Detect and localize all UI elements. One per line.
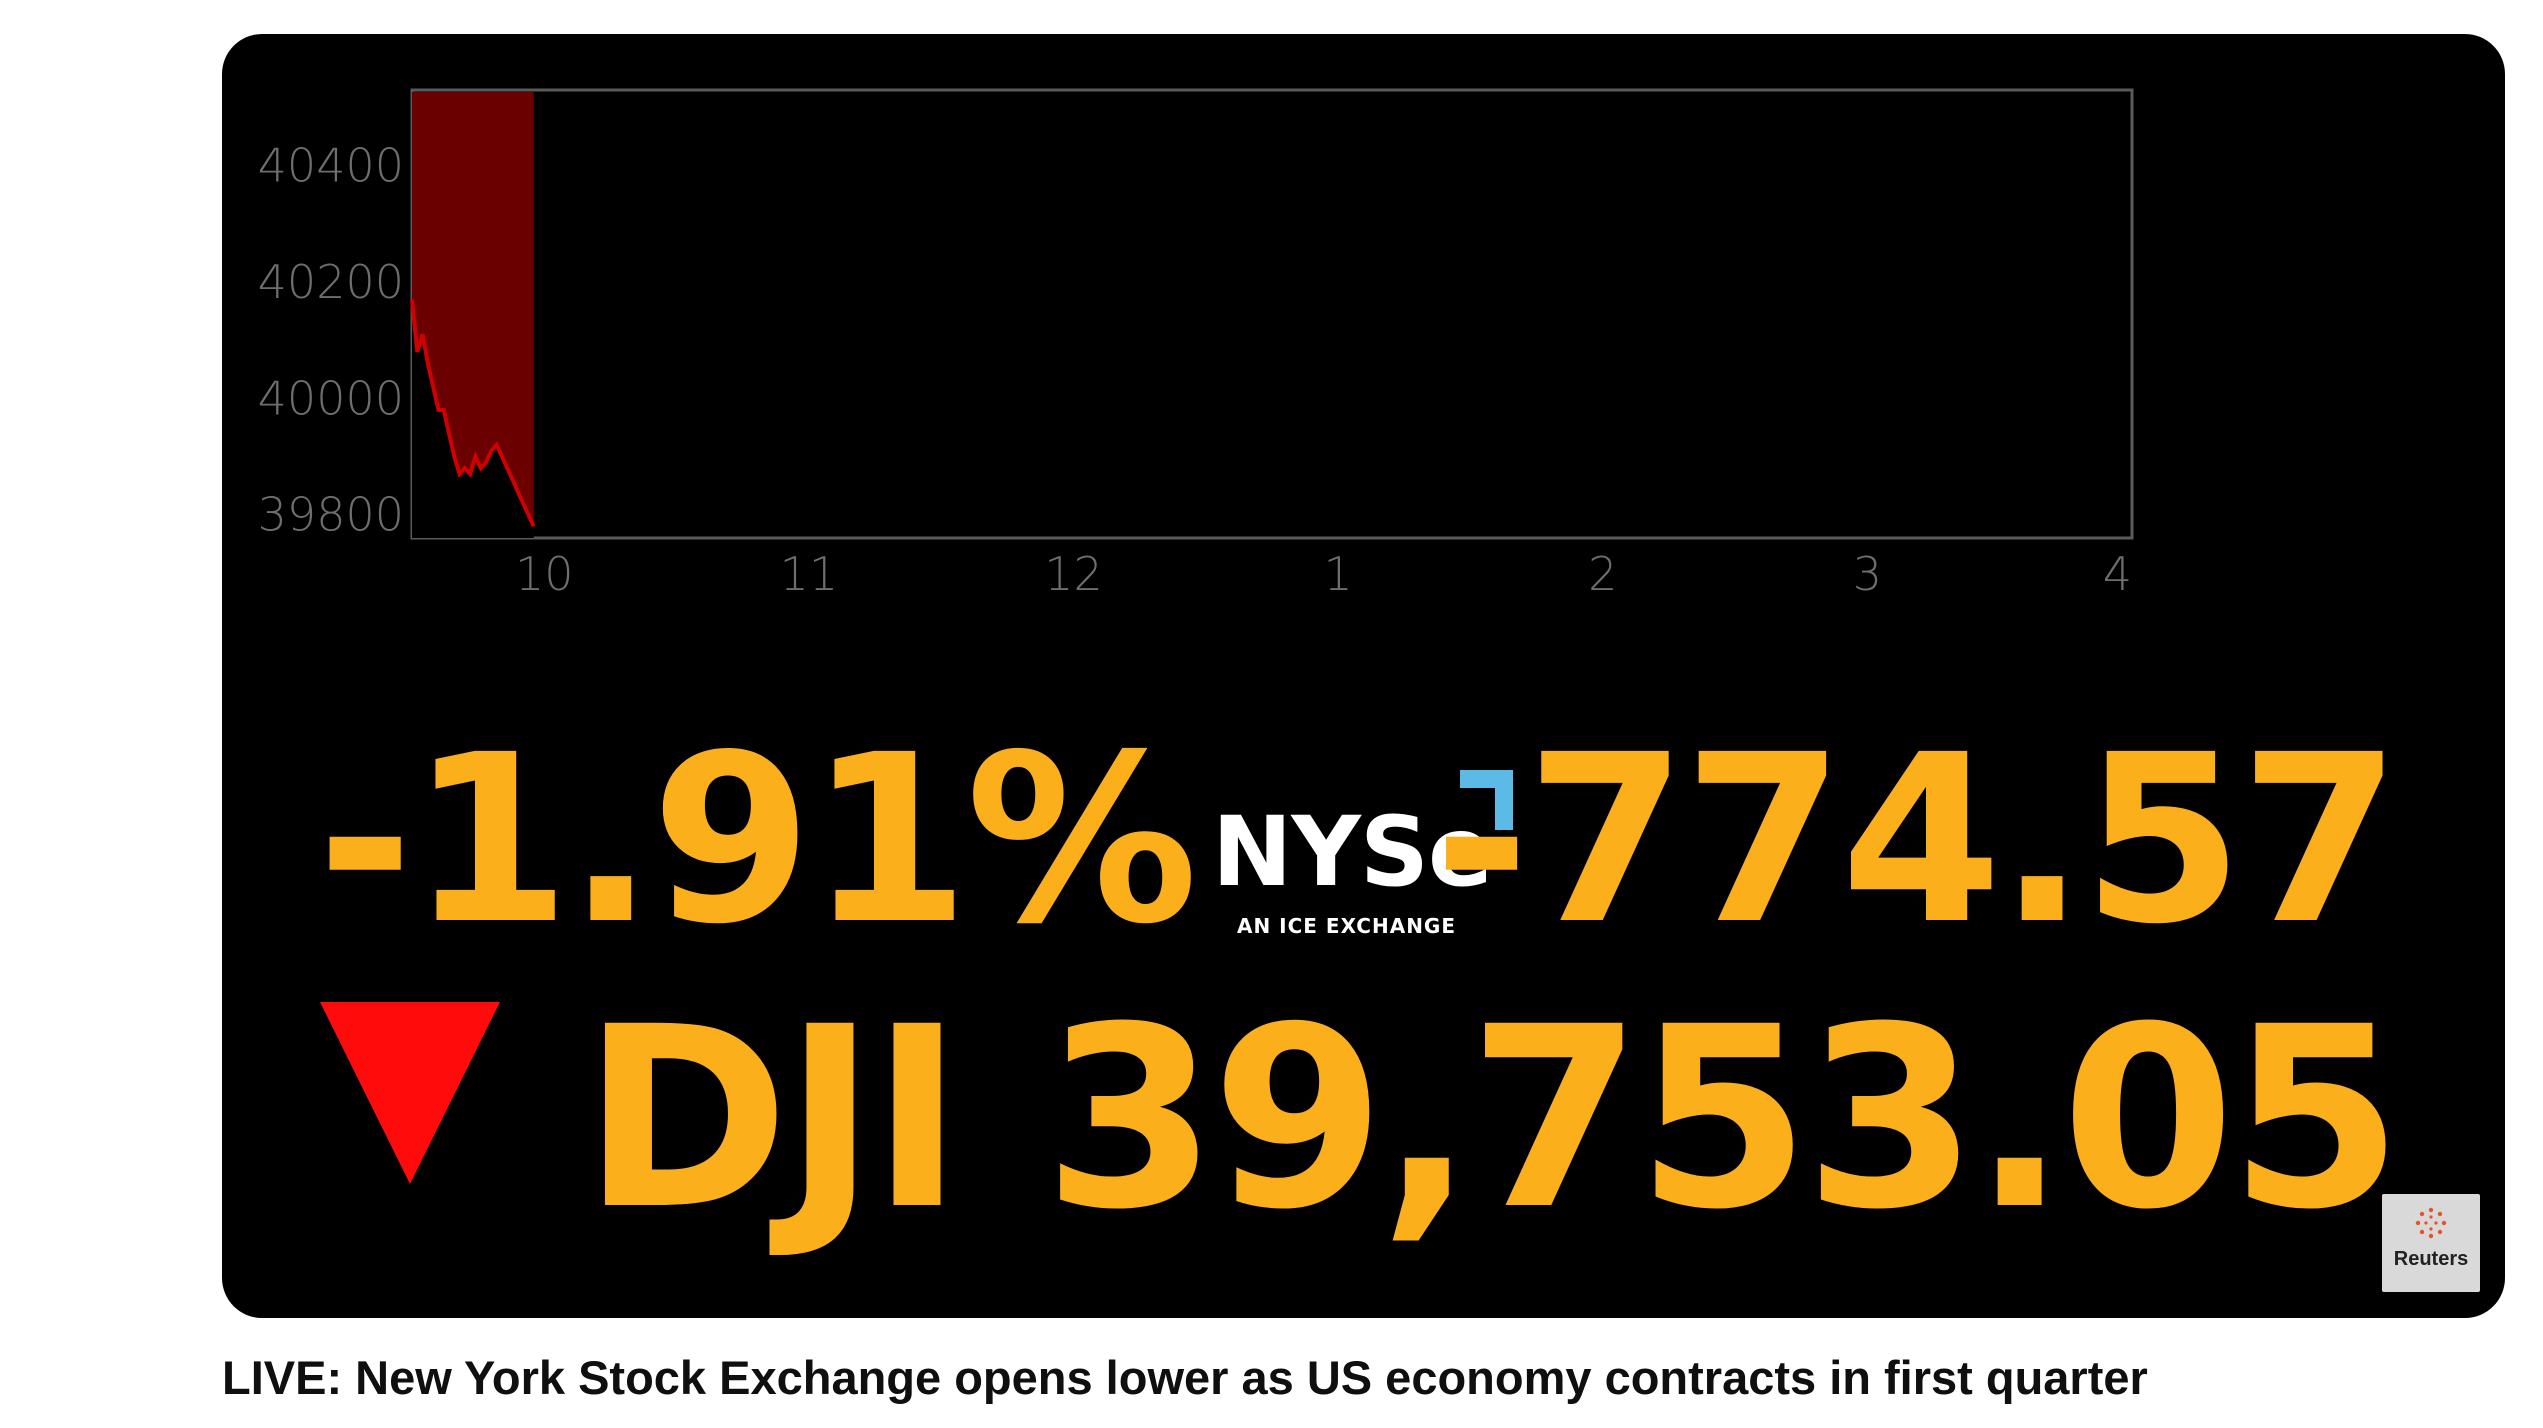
x-tick-label: 1	[1324, 547, 1353, 601]
nyse-wordmark: NYSe	[1212, 796, 1493, 908]
y-tick-label: 40400	[258, 139, 404, 193]
index-name: DJI	[582, 973, 964, 1264]
nyse-logo: NYSe AN ICE EXCHANGE	[1212, 734, 1542, 938]
y-axis-ticks: 40400 40200 40000 39800	[258, 139, 404, 542]
x-axis-ticks: 10 11 12 1 2 3 4	[515, 547, 2132, 601]
y-tick-label: 40200	[258, 255, 404, 309]
x-tick-label: 11	[780, 547, 839, 601]
x-tick-label: 3	[1853, 547, 1882, 601]
x-tick-label: 4	[2103, 547, 2132, 601]
video-title[interactable]: LIVE: New York Stock Exchange opens lowe…	[222, 1351, 2148, 1404]
point-change: -774.57	[1433, 705, 2401, 975]
reuters-watermark[interactable]: Reuters	[2382, 1194, 2480, 1292]
reuters-label: Reuters	[2393, 1248, 2469, 1270]
dji-price-line	[410, 299, 536, 528]
nyse-subtitle: AN ICE EXCHANGE	[1237, 914, 1457, 938]
chart-frame	[410, 88, 2134, 540]
index-value: 39,753.05	[1043, 973, 2403, 1264]
percent-change: -1.91%	[317, 705, 1198, 975]
down-triangle-icon	[320, 1002, 500, 1184]
y-tick-label: 40000	[258, 371, 404, 425]
area-below-line	[412, 299, 534, 538]
x-tick-label: 2	[1588, 547, 1617, 601]
video-player[interactable]: 40400 40200 40000 39800 10 11 12 1 2 3 4 -1.91% N…	[222, 34, 2505, 1318]
nyse-corner-mark-top	[1460, 770, 1513, 788]
x-tick-label: 12	[1044, 547, 1103, 601]
y-tick-label: 39800	[258, 488, 404, 542]
x-tick-label: 10	[515, 547, 574, 601]
series-layer	[410, 92, 536, 538]
reuters-dots-icon	[2415, 1207, 2447, 1239]
